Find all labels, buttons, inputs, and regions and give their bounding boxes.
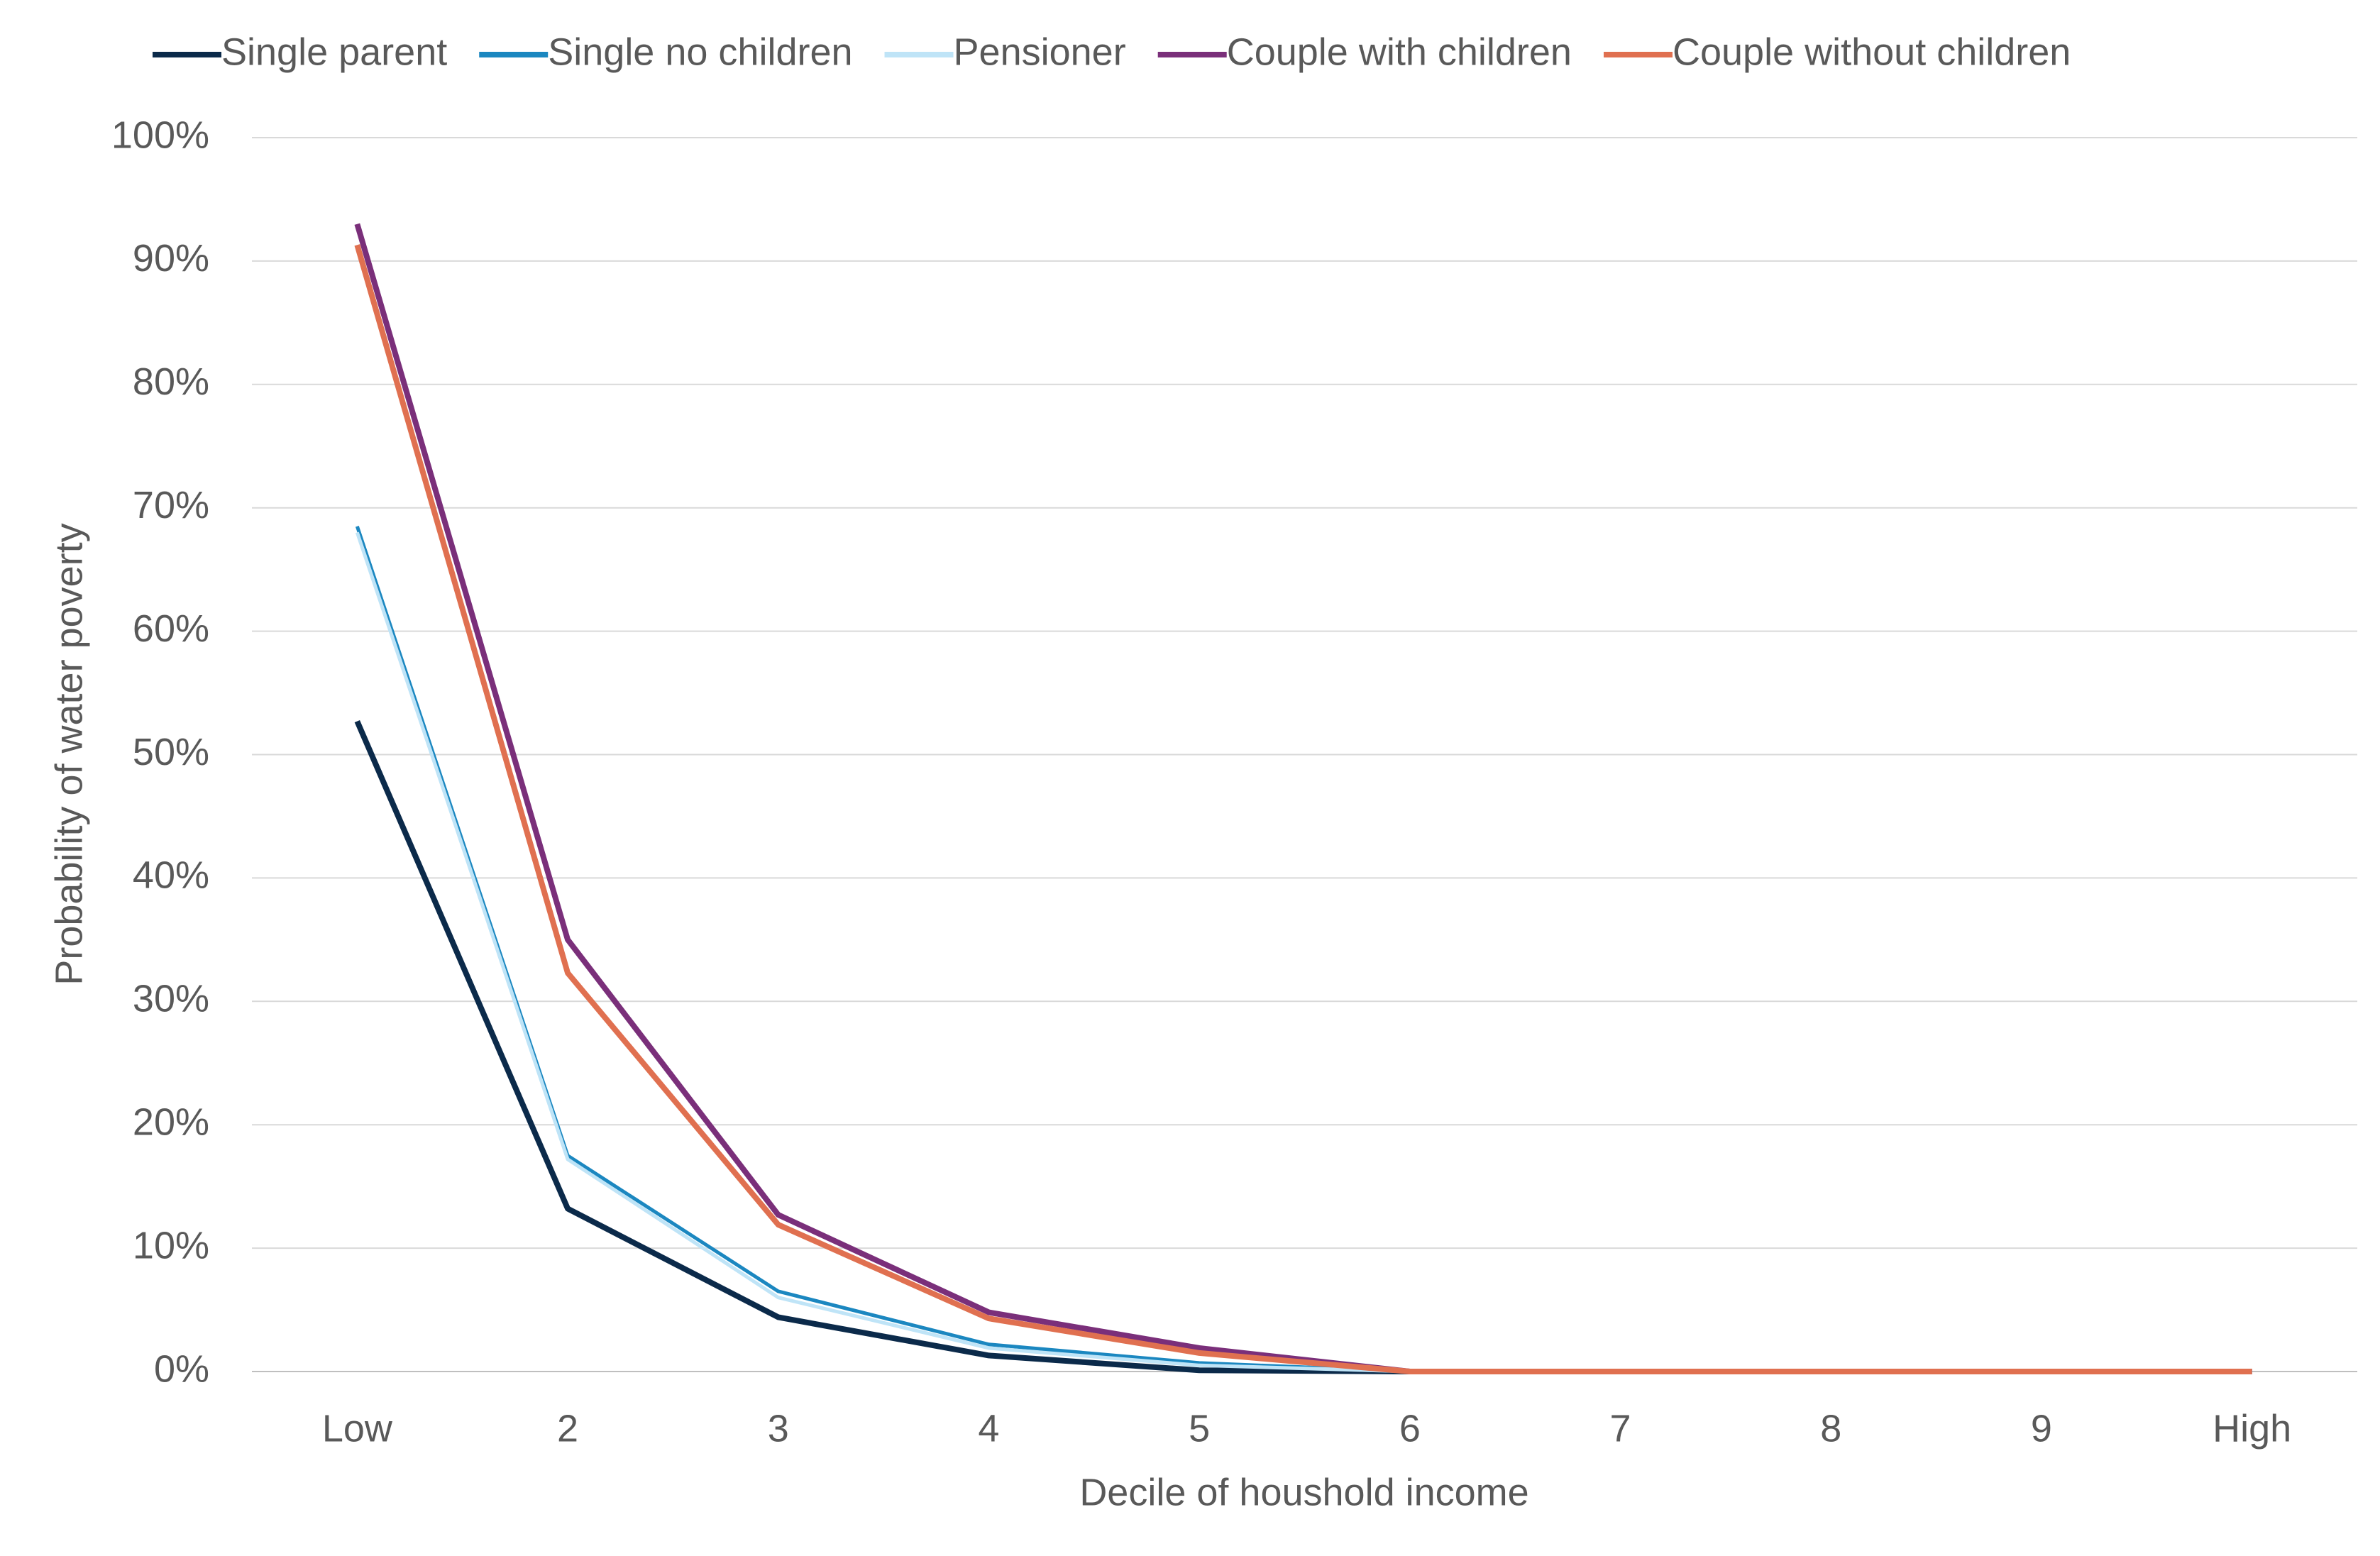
y-tick-label: 30% <box>133 978 209 1020</box>
x-tick-label: Low <box>322 1407 393 1450</box>
x-tick-label: 7 <box>1610 1407 1631 1450</box>
y-tick-label: 50% <box>133 731 209 773</box>
series-line <box>354 719 2252 1374</box>
y-tick-label: 80% <box>133 360 209 403</box>
y-tick-label: 60% <box>133 607 209 650</box>
legend-label: Pensioner <box>954 31 1126 73</box>
x-tick-label: 6 <box>1399 1407 1421 1450</box>
y-tick-label: 10% <box>133 1224 209 1267</box>
x-tick-label: 8 <box>1820 1407 1841 1450</box>
y-tick-label: 90% <box>133 237 209 280</box>
legend-label: Couple without children <box>1673 31 2071 73</box>
series-line <box>354 244 2252 1374</box>
y-axis-title: Probability of water poverty <box>48 523 90 985</box>
x-tick-label: 3 <box>768 1407 789 1450</box>
series-line <box>354 223 2252 1374</box>
legend-label: Single parent <box>221 31 447 73</box>
y-tick-label: 20% <box>133 1100 209 1143</box>
x-tick-label: 4 <box>978 1407 999 1450</box>
x-tick-label: 2 <box>557 1407 578 1450</box>
legend-label: Couple with children <box>1227 31 1572 73</box>
y-tick-label: 40% <box>133 854 209 897</box>
legend-label: Single no children <box>548 31 852 73</box>
y-tick-label: 70% <box>133 484 209 526</box>
x-tick-label: 5 <box>1189 1407 1210 1450</box>
x-tick-label: High <box>2213 1407 2291 1450</box>
y-tick-label: 100% <box>111 114 209 156</box>
x-tick-label: 9 <box>2031 1407 2052 1450</box>
y-tick-label: 0% <box>154 1347 209 1390</box>
x-axis-title: Decile of houshold income <box>1079 1471 1528 1513</box>
